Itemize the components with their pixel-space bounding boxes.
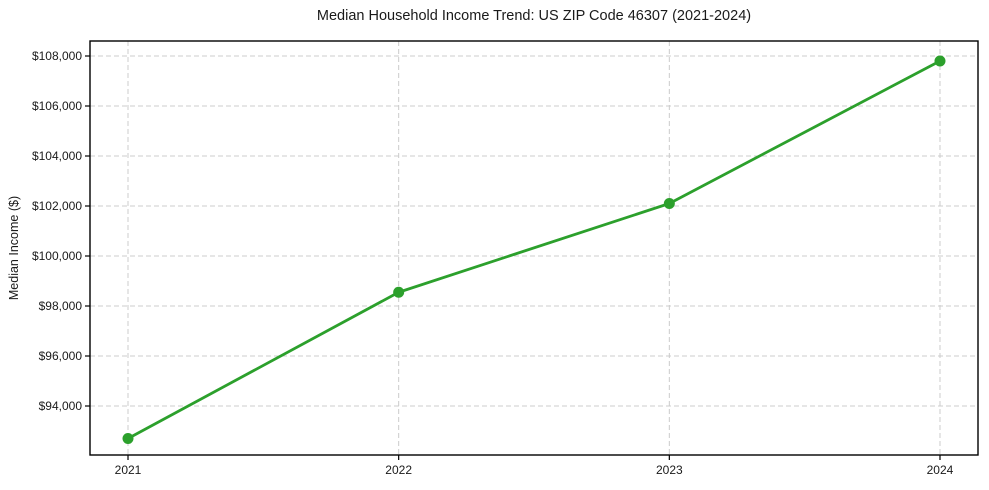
y-tick-label: $102,000	[31, 199, 82, 213]
y-tick-label: $98,000	[38, 299, 82, 313]
y-tick-label: $100,000	[31, 249, 82, 263]
y-tick-label: $104,000	[31, 149, 82, 163]
y-tick-label: $96,000	[38, 349, 82, 363]
axes-frame	[89, 40, 979, 456]
trend-line	[126, 59, 942, 440]
data-point-2021	[122, 433, 134, 444]
x-tick-label: 2022	[385, 463, 412, 477]
data-point-2024	[934, 55, 946, 67]
data-point-2022	[393, 286, 405, 298]
chart-title: Median Household Income Trend: US ZIP Co…	[316, 8, 752, 24]
x-tick-label: 2021	[114, 463, 142, 477]
x-tick-label: 2024	[926, 463, 954, 477]
y-tick-label: $94,000	[38, 399, 82, 413]
x-tick-label: 2023	[655, 463, 683, 477]
y-tick-label: $106,000	[31, 99, 82, 113]
data-point-2023	[663, 198, 675, 209]
y-tick-label: $108,000	[31, 49, 82, 63]
